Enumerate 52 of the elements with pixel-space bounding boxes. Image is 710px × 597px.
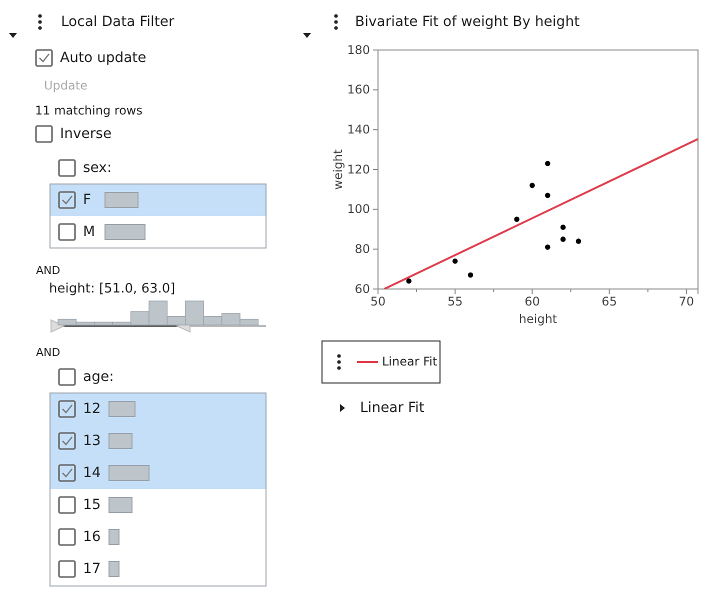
bar xyxy=(108,529,120,545)
y-tick-label: 180 xyxy=(347,42,370,57)
text: height: [51.0, 63.0] xyxy=(49,282,176,297)
x-axis-title: height xyxy=(518,312,558,326)
text: age: xyxy=(83,368,114,385)
point xyxy=(576,238,582,244)
y-tick-label: 120 xyxy=(347,162,370,176)
text: Update xyxy=(44,78,88,92)
y-tick-label: 100 xyxy=(347,202,370,216)
legend-label: Linear Fit xyxy=(382,354,438,368)
y-axis-title: weight xyxy=(331,148,345,190)
y-tick-label: 80 xyxy=(354,242,370,256)
x-tick-label: 65 xyxy=(602,294,617,309)
bar xyxy=(108,497,132,513)
x-tick-label: 70 xyxy=(678,294,694,309)
y-tick-label: 16 xyxy=(83,528,101,545)
y-tick-label: 160 xyxy=(347,82,370,97)
bar xyxy=(108,433,132,449)
point xyxy=(452,258,458,264)
x-tick-label: 50 xyxy=(370,294,386,309)
text: Local Data Filter xyxy=(61,14,175,30)
bar xyxy=(108,465,150,481)
y-tick-label: M xyxy=(83,224,96,240)
y-tick-label: 17 xyxy=(83,560,101,577)
text: Linear Fit xyxy=(360,400,425,416)
y-tick-label: 13 xyxy=(83,432,101,449)
x-tick-label: 55 xyxy=(447,294,463,309)
point xyxy=(544,244,550,250)
point xyxy=(468,272,474,278)
point xyxy=(530,182,535,188)
y-tick-label: 15 xyxy=(83,496,101,513)
text: AND xyxy=(36,346,60,360)
point xyxy=(560,224,566,230)
bar xyxy=(108,561,120,577)
point xyxy=(560,236,566,242)
point xyxy=(544,160,550,166)
text: 11 matching rows xyxy=(35,103,142,118)
y-tick-label: 12 xyxy=(83,400,101,417)
text: Auto update xyxy=(60,50,146,66)
point xyxy=(544,192,550,198)
point xyxy=(514,216,520,222)
y-tick-label: 140 xyxy=(347,122,370,137)
chart-title: Bivariate Fit of weight By height xyxy=(355,14,580,30)
x-tick-label: 60 xyxy=(524,294,540,309)
point xyxy=(406,278,412,284)
text: sex: xyxy=(83,160,112,176)
text: Inverse xyxy=(60,126,112,142)
text: AND xyxy=(36,264,60,278)
y-tick-label: F xyxy=(83,192,92,208)
y-tick-label: 14 xyxy=(83,464,101,481)
bar xyxy=(108,401,136,417)
y-tick-label: 60 xyxy=(354,282,370,296)
